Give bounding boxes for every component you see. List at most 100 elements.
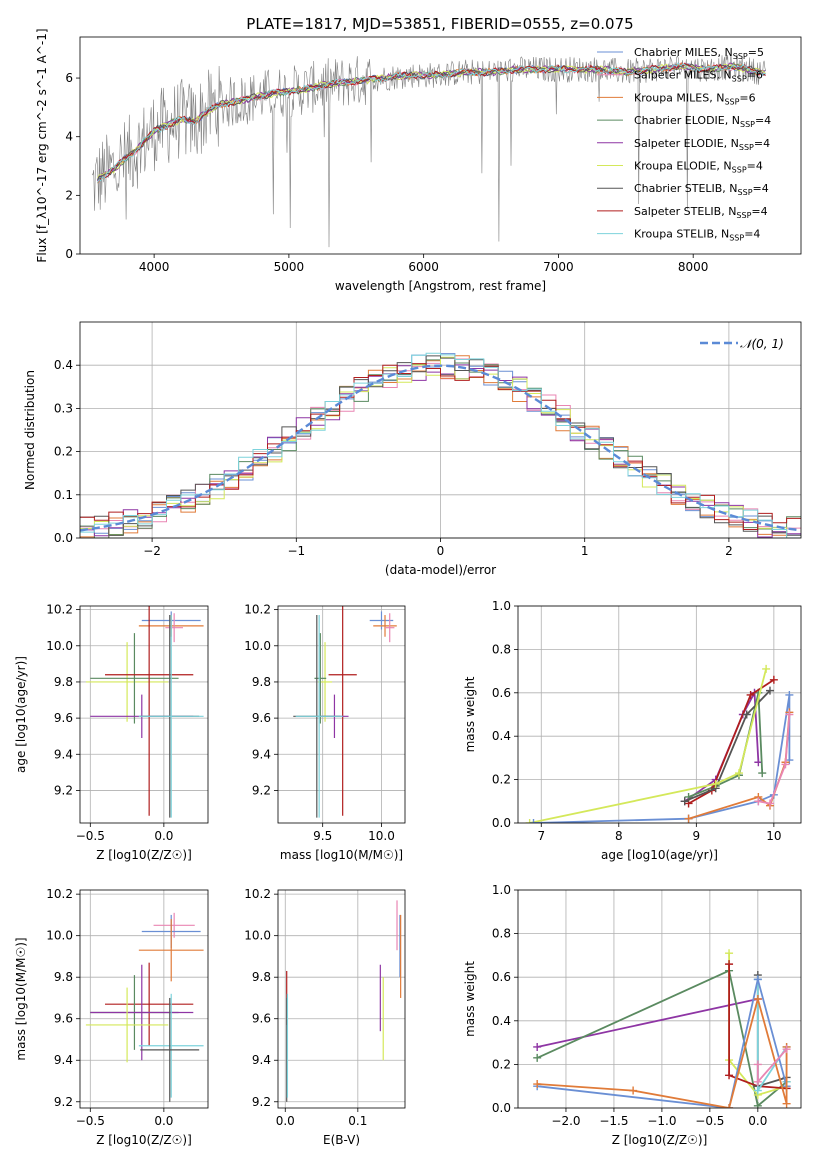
- legend-count: =4: [753, 182, 769, 195]
- y-tick-label: 0: [65, 247, 73, 261]
- weight-line-salpeter_miles: [758, 714, 791, 805]
- x-tick-label: 2: [725, 544, 733, 558]
- weight-line-salpeter_elodie: [684, 689, 760, 803]
- weight-marker-salpeter_miles: [753, 1077, 762, 1086]
- x-tick-label: 7000: [543, 260, 574, 274]
- panel-age_vs_z: −0.5 0.0 9.2 9.4 9.6 9.8 10.0 10.2 Z [log10(Z/Z☉…: [14, 603, 209, 862]
- x-tick-label: 1: [581, 544, 589, 558]
- weight-marker-kroupa_miles: [533, 1080, 542, 1089]
- x-tick-label: −2.0: [551, 1114, 580, 1128]
- legend-subscript: SSP: [732, 75, 747, 84]
- y-tick-label: 9.8: [252, 675, 271, 689]
- axes-frame: [277, 889, 406, 1109]
- y-tick-label: 10.2: [46, 887, 73, 901]
- y-tick-label: 9.2: [54, 783, 73, 797]
- legend-subscript: SSP: [740, 120, 755, 129]
- legend-subscript: SSP: [724, 97, 739, 106]
- x-tick-label: −1.0: [647, 1114, 676, 1128]
- y-tick-label: 0.2: [54, 445, 73, 459]
- x-tick-label: −0.5: [76, 829, 105, 843]
- x-axis-label: E(B-V): [323, 1133, 360, 1147]
- legend-entry-chabrier_stelib: Chabrier STELIB, NSSP=4: [634, 182, 769, 197]
- y-tick-label: 9.2: [252, 1095, 271, 1109]
- plot-area: [85, 912, 204, 1102]
- residual-histogram-kroupa_stelib: [80, 352, 801, 538]
- legend-count: =4: [751, 205, 767, 218]
- x-axis-label: Z [log10(Z/Z☉)]: [612, 1133, 708, 1147]
- weight-marker-chabrier_stelib: [765, 686, 774, 695]
- y-axis-label: Flux [f_λ10^-17 erg cm^-2 s^-1 A^-1]: [35, 28, 49, 262]
- weight-marker-chabrier_miles: [753, 975, 762, 984]
- y-tick-label: 10.2: [244, 887, 271, 901]
- x-tick-label: 6000: [408, 260, 439, 274]
- x-axis-label: age [log10(age/yr)]: [601, 848, 718, 862]
- x-tick-label: 8: [615, 829, 623, 843]
- weight-marker-salpeter_miles: [754, 797, 763, 806]
- x-tick-label: 5000: [274, 260, 305, 274]
- weight-marker-kroupa_elodie: [711, 779, 720, 788]
- panel-weight_vs_age: 7 8 9 10 0.0 0.2 0.4 0.6 0.8 1.0 age [log10(age/yr…: [463, 599, 802, 862]
- y-tick-label: 9.6: [54, 1012, 73, 1026]
- y-axis-label: age [log10(age/yr)]: [14, 656, 28, 773]
- weight-line-salpeter_stelib: [728, 964, 787, 1090]
- y-tick-label: 4: [65, 130, 73, 144]
- x-tick-label: 0.0: [154, 829, 173, 843]
- plot-area: [91, 53, 766, 248]
- weight-marker-salpeter_stelib: [725, 1071, 734, 1080]
- y-tick-label: 0.6: [492, 970, 511, 984]
- model-spectrum-chabrier_stelib: [97, 63, 766, 181]
- plot-area: [80, 352, 801, 538]
- legend-count: =6: [739, 91, 755, 104]
- weight-marker-kroupa_miles: [684, 814, 693, 823]
- y-tick-label: 9.4: [54, 1053, 73, 1067]
- y-tick-label: 9.6: [252, 1012, 271, 1026]
- legend-subscript: SSP: [736, 211, 751, 220]
- y-tick-label: 0.3: [54, 401, 73, 415]
- legend-count: =4: [755, 114, 771, 127]
- legend-entry-chabrier_elodie: Chabrier ELODIE, NSSP=4: [634, 114, 771, 129]
- y-tick-label: 1.0: [492, 883, 511, 897]
- plot-area: [286, 900, 402, 1102]
- legend-count: =4: [754, 137, 770, 150]
- y-tick-label: 9.2: [252, 783, 271, 797]
- y-tick-label: 10.0: [46, 929, 73, 943]
- legend-entry-kroupa_miles: Kroupa MILES, NSSP=6: [634, 91, 756, 106]
- x-tick-label: 0.0: [748, 1114, 767, 1128]
- weight-marker-salpeter_miles: [785, 710, 794, 719]
- y-tick-label: 10.0: [244, 929, 271, 943]
- weight-line-kroupa_elodie: [529, 668, 767, 823]
- y-tick-label: 0.4: [492, 729, 511, 743]
- weight-line-kroupa_miles: [688, 712, 791, 820]
- weight-marker-kroupa_miles: [629, 1086, 638, 1095]
- weight-marker-salpeter_miles: [781, 760, 790, 769]
- observed-spectrum: [91, 53, 766, 248]
- y-tick-label: 10.0: [46, 639, 73, 653]
- x-tick-label: 0.0: [276, 1114, 295, 1128]
- panel-weight_vs_z: −2.0 −1.5 −1.0 −0.5 0.0 0.0 0.2 0.4 0.6 0.8 1.0 Z […: [463, 883, 802, 1147]
- x-tick-label: −0.5: [695, 1114, 724, 1128]
- y-axis-label: mass weight: [463, 676, 477, 752]
- y-tick-label: 9.8: [54, 970, 73, 984]
- weight-line-chabrier_elodie: [688, 692, 764, 798]
- normal-reference-curve: [80, 364, 799, 532]
- legend-entry-salpeter_stelib: Salpeter STELIB, NSSP=4: [634, 205, 768, 220]
- x-tick-label: −1: [287, 544, 305, 558]
- x-tick-label: −2: [143, 544, 161, 558]
- legend-count: =6: [747, 69, 763, 82]
- legend-entry-normal: 𝒩(0, 1): [740, 337, 784, 351]
- weight-marker-chabrier_elodie: [753, 1101, 762, 1108]
- y-tick-label: 10.0: [244, 639, 271, 653]
- figure-title: PLATE=1817, MJD=53851, FIBERID=0555, z=0…: [246, 15, 633, 33]
- plot-area: [533, 949, 791, 1108]
- panel-mass_vs_z: −0.5 0.0 9.2 9.4 9.6 9.8 10.0 10.2 Z [log10(Z/Z☉…: [14, 887, 209, 1147]
- weight-line-salpeter_stelib: [688, 679, 775, 805]
- weight-marker-kroupa_elodie: [762, 664, 771, 673]
- x-tick-label: 7: [537, 829, 545, 843]
- x-tick-label: 0.1: [348, 1114, 367, 1128]
- x-tick-label: 9: [693, 829, 701, 843]
- x-tick-label: 8000: [678, 260, 709, 274]
- weight-marker-chabrier_miles: [529, 819, 538, 823]
- y-tick-label: 0.1: [54, 488, 73, 502]
- legend-subscript: SSP: [733, 52, 748, 61]
- x-tick-label: 10: [766, 829, 781, 843]
